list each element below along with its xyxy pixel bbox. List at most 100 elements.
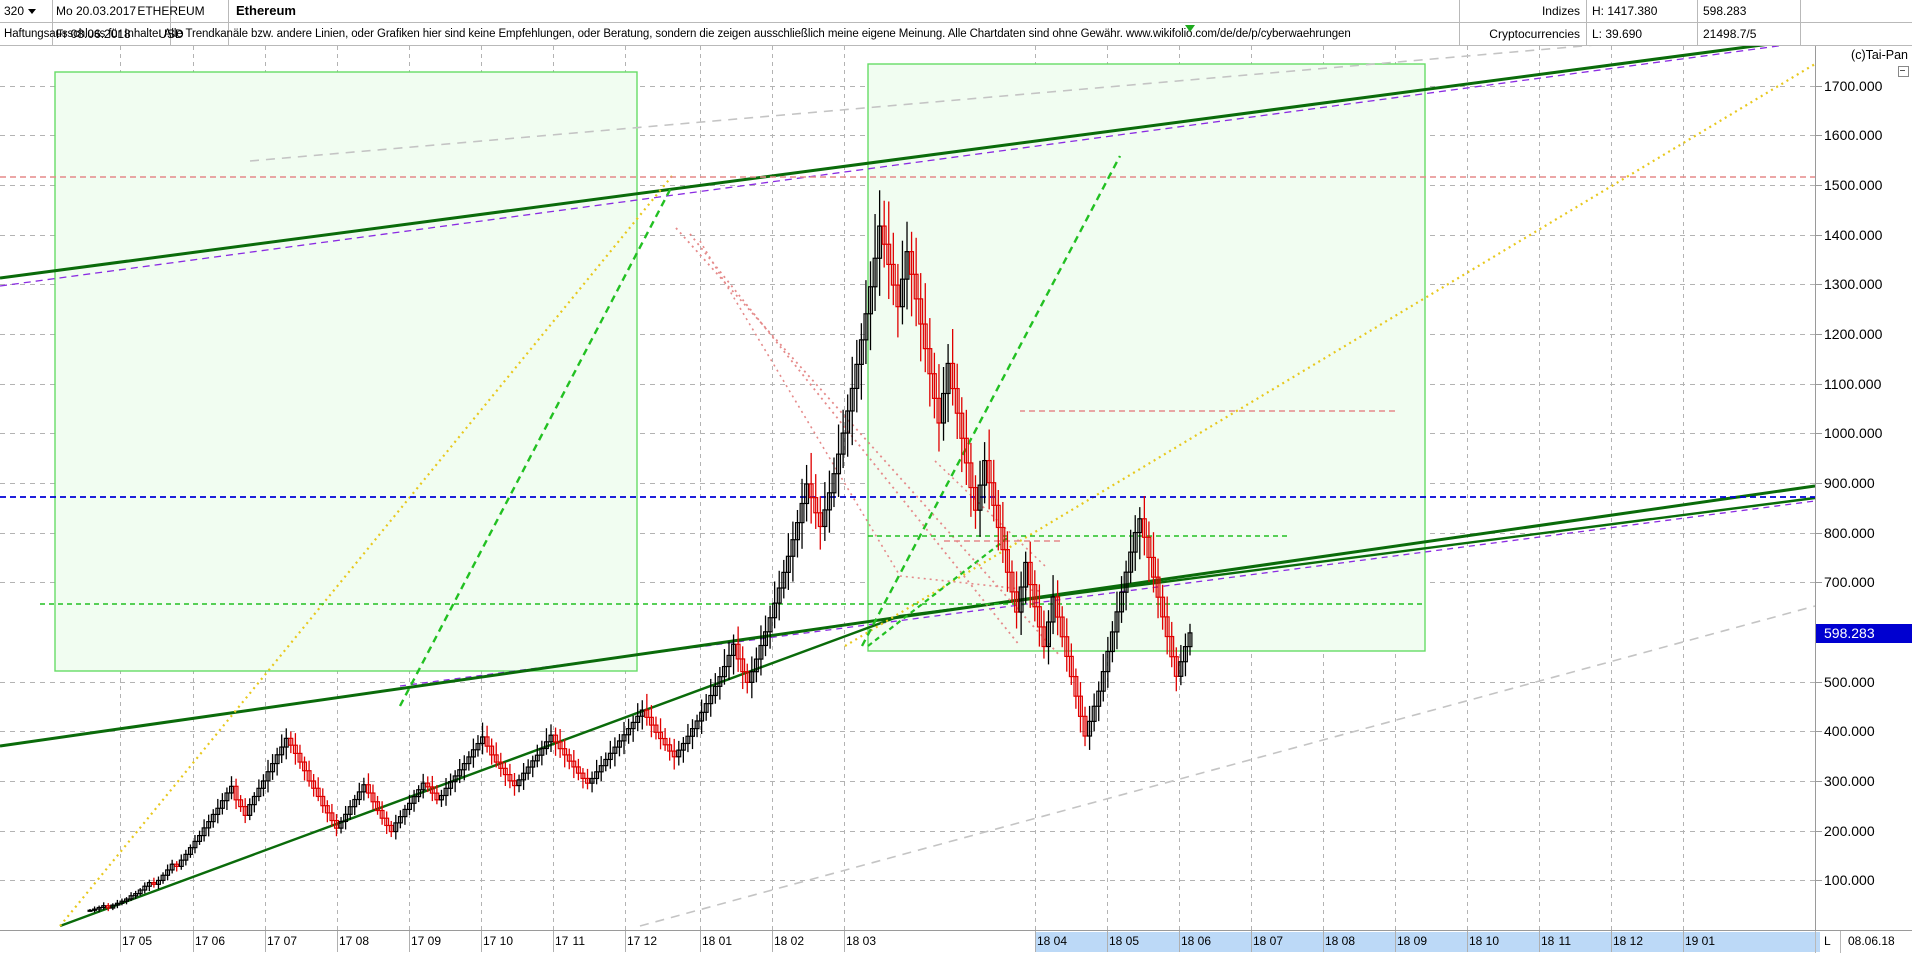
candle-body bbox=[968, 462, 974, 489]
candle-body bbox=[498, 761, 504, 769]
time-month: 12 bbox=[1629, 934, 1643, 948]
axis-collapse-icon[interactable] bbox=[1898, 66, 1909, 77]
candle-body bbox=[571, 760, 577, 768]
candle-body bbox=[922, 323, 928, 350]
downtrend-red-4 bbox=[934, 460, 1046, 567]
candle-body bbox=[1155, 576, 1161, 598]
time-month: 09 bbox=[427, 934, 441, 948]
candle-body bbox=[781, 571, 787, 589]
candle-body bbox=[790, 539, 796, 557]
time-year: 17 bbox=[267, 934, 281, 948]
candle-body bbox=[931, 373, 937, 399]
gridline-vertical bbox=[844, 46, 845, 930]
price-tick-label: 1400.000 bbox=[1824, 226, 1883, 243]
candle-body bbox=[1023, 561, 1029, 588]
candle-body bbox=[639, 709, 645, 717]
candle-body bbox=[461, 762, 467, 771]
time-selection-range[interactable] bbox=[1035, 932, 1820, 952]
price-tick-label: 700.000 bbox=[1824, 574, 1875, 591]
candle-body bbox=[292, 744, 298, 754]
candle-body bbox=[402, 808, 408, 818]
time-month: 10 bbox=[499, 934, 513, 948]
time-tick bbox=[409, 931, 410, 952]
candle-body bbox=[648, 716, 654, 726]
candle-body bbox=[137, 889, 143, 895]
candle-body bbox=[238, 799, 244, 808]
candle-body bbox=[991, 482, 997, 506]
time-tick bbox=[1683, 931, 1684, 952]
price-tick bbox=[1816, 830, 1822, 832]
candle-body bbox=[1046, 621, 1052, 648]
candle-body bbox=[525, 766, 531, 774]
bars-count-dropdown[interactable]: 320 bbox=[4, 0, 50, 22]
candle-body bbox=[128, 895, 134, 900]
price-axis[interactable]: (c)Tai-Pan 1700.000 1600.000 1500.000 1400.… bbox=[1815, 46, 1912, 930]
candle-body bbox=[448, 781, 454, 789]
candle-body bbox=[416, 789, 422, 798]
candle-body bbox=[635, 715, 641, 724]
candle-body bbox=[384, 817, 390, 827]
candle-body bbox=[566, 754, 572, 762]
candle-body bbox=[169, 863, 175, 871]
candle-body bbox=[589, 777, 595, 784]
candle-body bbox=[826, 492, 832, 511]
candle-body bbox=[274, 754, 280, 765]
gridline-vertical bbox=[700, 46, 701, 930]
candle-body bbox=[110, 904, 116, 909]
projection-green-1 bbox=[398, 185, 674, 707]
candle-body bbox=[708, 694, 714, 705]
candle-body bbox=[502, 767, 508, 776]
chart-canvas[interactable] bbox=[0, 46, 1912, 930]
candle-body bbox=[265, 771, 271, 782]
gridline-horizontal bbox=[0, 781, 1815, 782]
time-year: 18 bbox=[1541, 934, 1555, 948]
time-tick bbox=[700, 931, 701, 952]
time-tick bbox=[1035, 931, 1036, 952]
candle-body bbox=[881, 225, 887, 245]
candle-body bbox=[685, 735, 691, 745]
chart-plot-area[interactable] bbox=[0, 46, 1815, 930]
candle-body bbox=[270, 762, 276, 773]
candle-body bbox=[694, 720, 700, 730]
candle-body bbox=[215, 807, 221, 816]
candle-body bbox=[594, 771, 600, 780]
time-axis[interactable]: 05 17 06 17 07 17 08 17 09 17 10 17 11 17 12 17 01 18 02 18… bbox=[0, 930, 1912, 953]
price-tick-label: 200.000 bbox=[1824, 822, 1875, 839]
candle-body bbox=[407, 802, 413, 811]
price-tick-label: 900.000 bbox=[1824, 475, 1875, 492]
triangle-marker-icon bbox=[1185, 25, 1195, 32]
candle-body bbox=[909, 251, 915, 275]
date-from-field[interactable]: Mo 20.03.2017 bbox=[56, 4, 137, 18]
candle-body bbox=[1064, 636, 1070, 658]
overlay-drawings bbox=[0, 46, 1815, 928]
gridline-vertical bbox=[1539, 46, 1540, 930]
time-month: 12 bbox=[643, 934, 657, 948]
candle-body bbox=[379, 809, 385, 819]
candle-body bbox=[393, 822, 399, 833]
support-box-left bbox=[54, 71, 638, 672]
candle-body bbox=[607, 752, 613, 761]
support-trendline-green bbox=[59, 496, 1815, 928]
candle-body bbox=[192, 840, 198, 849]
candle-body bbox=[1082, 715, 1088, 737]
candle-body bbox=[667, 744, 673, 752]
time-year: 17 bbox=[555, 934, 569, 948]
candle-body bbox=[343, 813, 349, 823]
projection-grey-upper bbox=[249, 46, 1593, 162]
candle-body bbox=[302, 761, 308, 772]
time-year: 18 bbox=[702, 934, 716, 948]
candle-body bbox=[438, 794, 444, 801]
time-tick bbox=[1251, 931, 1252, 952]
candle-body bbox=[1160, 596, 1166, 618]
currency-label: USD bbox=[158, 27, 184, 41]
candle-body bbox=[361, 784, 367, 793]
candle-body bbox=[945, 362, 951, 395]
candle-body bbox=[598, 765, 604, 773]
candle-body bbox=[92, 908, 98, 911]
candle-body bbox=[877, 225, 883, 259]
candle-body bbox=[717, 676, 723, 687]
time-month: 11 bbox=[1558, 934, 1571, 948]
date-to-field[interactable]: Fr 08.06.2018 bbox=[56, 27, 131, 41]
candle-body bbox=[603, 758, 609, 767]
